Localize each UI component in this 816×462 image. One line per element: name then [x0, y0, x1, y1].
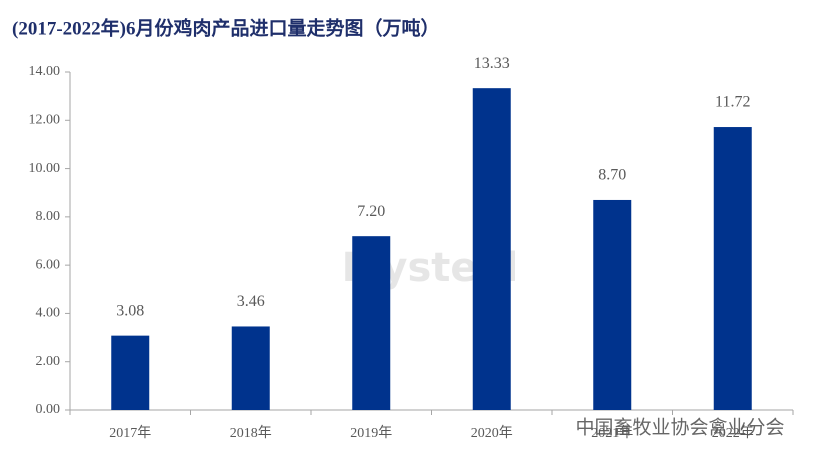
x-tick-label: 2018年 — [230, 425, 272, 441]
x-tick-label: 2019年 — [350, 425, 392, 441]
value-label: 11.72 — [715, 94, 750, 111]
bar — [111, 335, 150, 410]
value-label: 13.33 — [474, 55, 510, 72]
watermark: 中国畜牧业协会禽业分会 — [575, 417, 784, 439]
y-tick-label: 0.00 — [36, 402, 61, 417]
value-label: 3.08 — [116, 302, 144, 319]
y-tick-label: 14.00 — [29, 64, 61, 79]
value-label: 3.46 — [237, 293, 265, 310]
value-label: 7.20 — [357, 203, 385, 220]
y-tick-label: 8.00 — [36, 209, 61, 224]
value-label: 8.70 — [598, 167, 626, 184]
x-tick-label: 2017年 — [109, 425, 151, 441]
x-tick-label: 2022年 — [712, 425, 754, 441]
y-tick-label: 2.00 — [36, 354, 61, 369]
y-tick-label: 12.00 — [29, 113, 61, 128]
bar — [472, 88, 511, 410]
x-tick-label: 2021年 — [591, 425, 633, 441]
bar — [231, 326, 270, 410]
y-tick-label: 10.00 — [29, 161, 61, 176]
x-tick-label: 2020年 — [471, 425, 513, 441]
chart-title: (2017-2022年)6月份鸡肉产品进口量走势图（万吨） — [12, 16, 439, 39]
y-tick-label: 4.00 — [36, 306, 61, 321]
bar — [352, 236, 391, 410]
bar — [593, 199, 632, 410]
bar — [713, 127, 752, 410]
y-tick-label: 6.00 — [36, 257, 61, 272]
